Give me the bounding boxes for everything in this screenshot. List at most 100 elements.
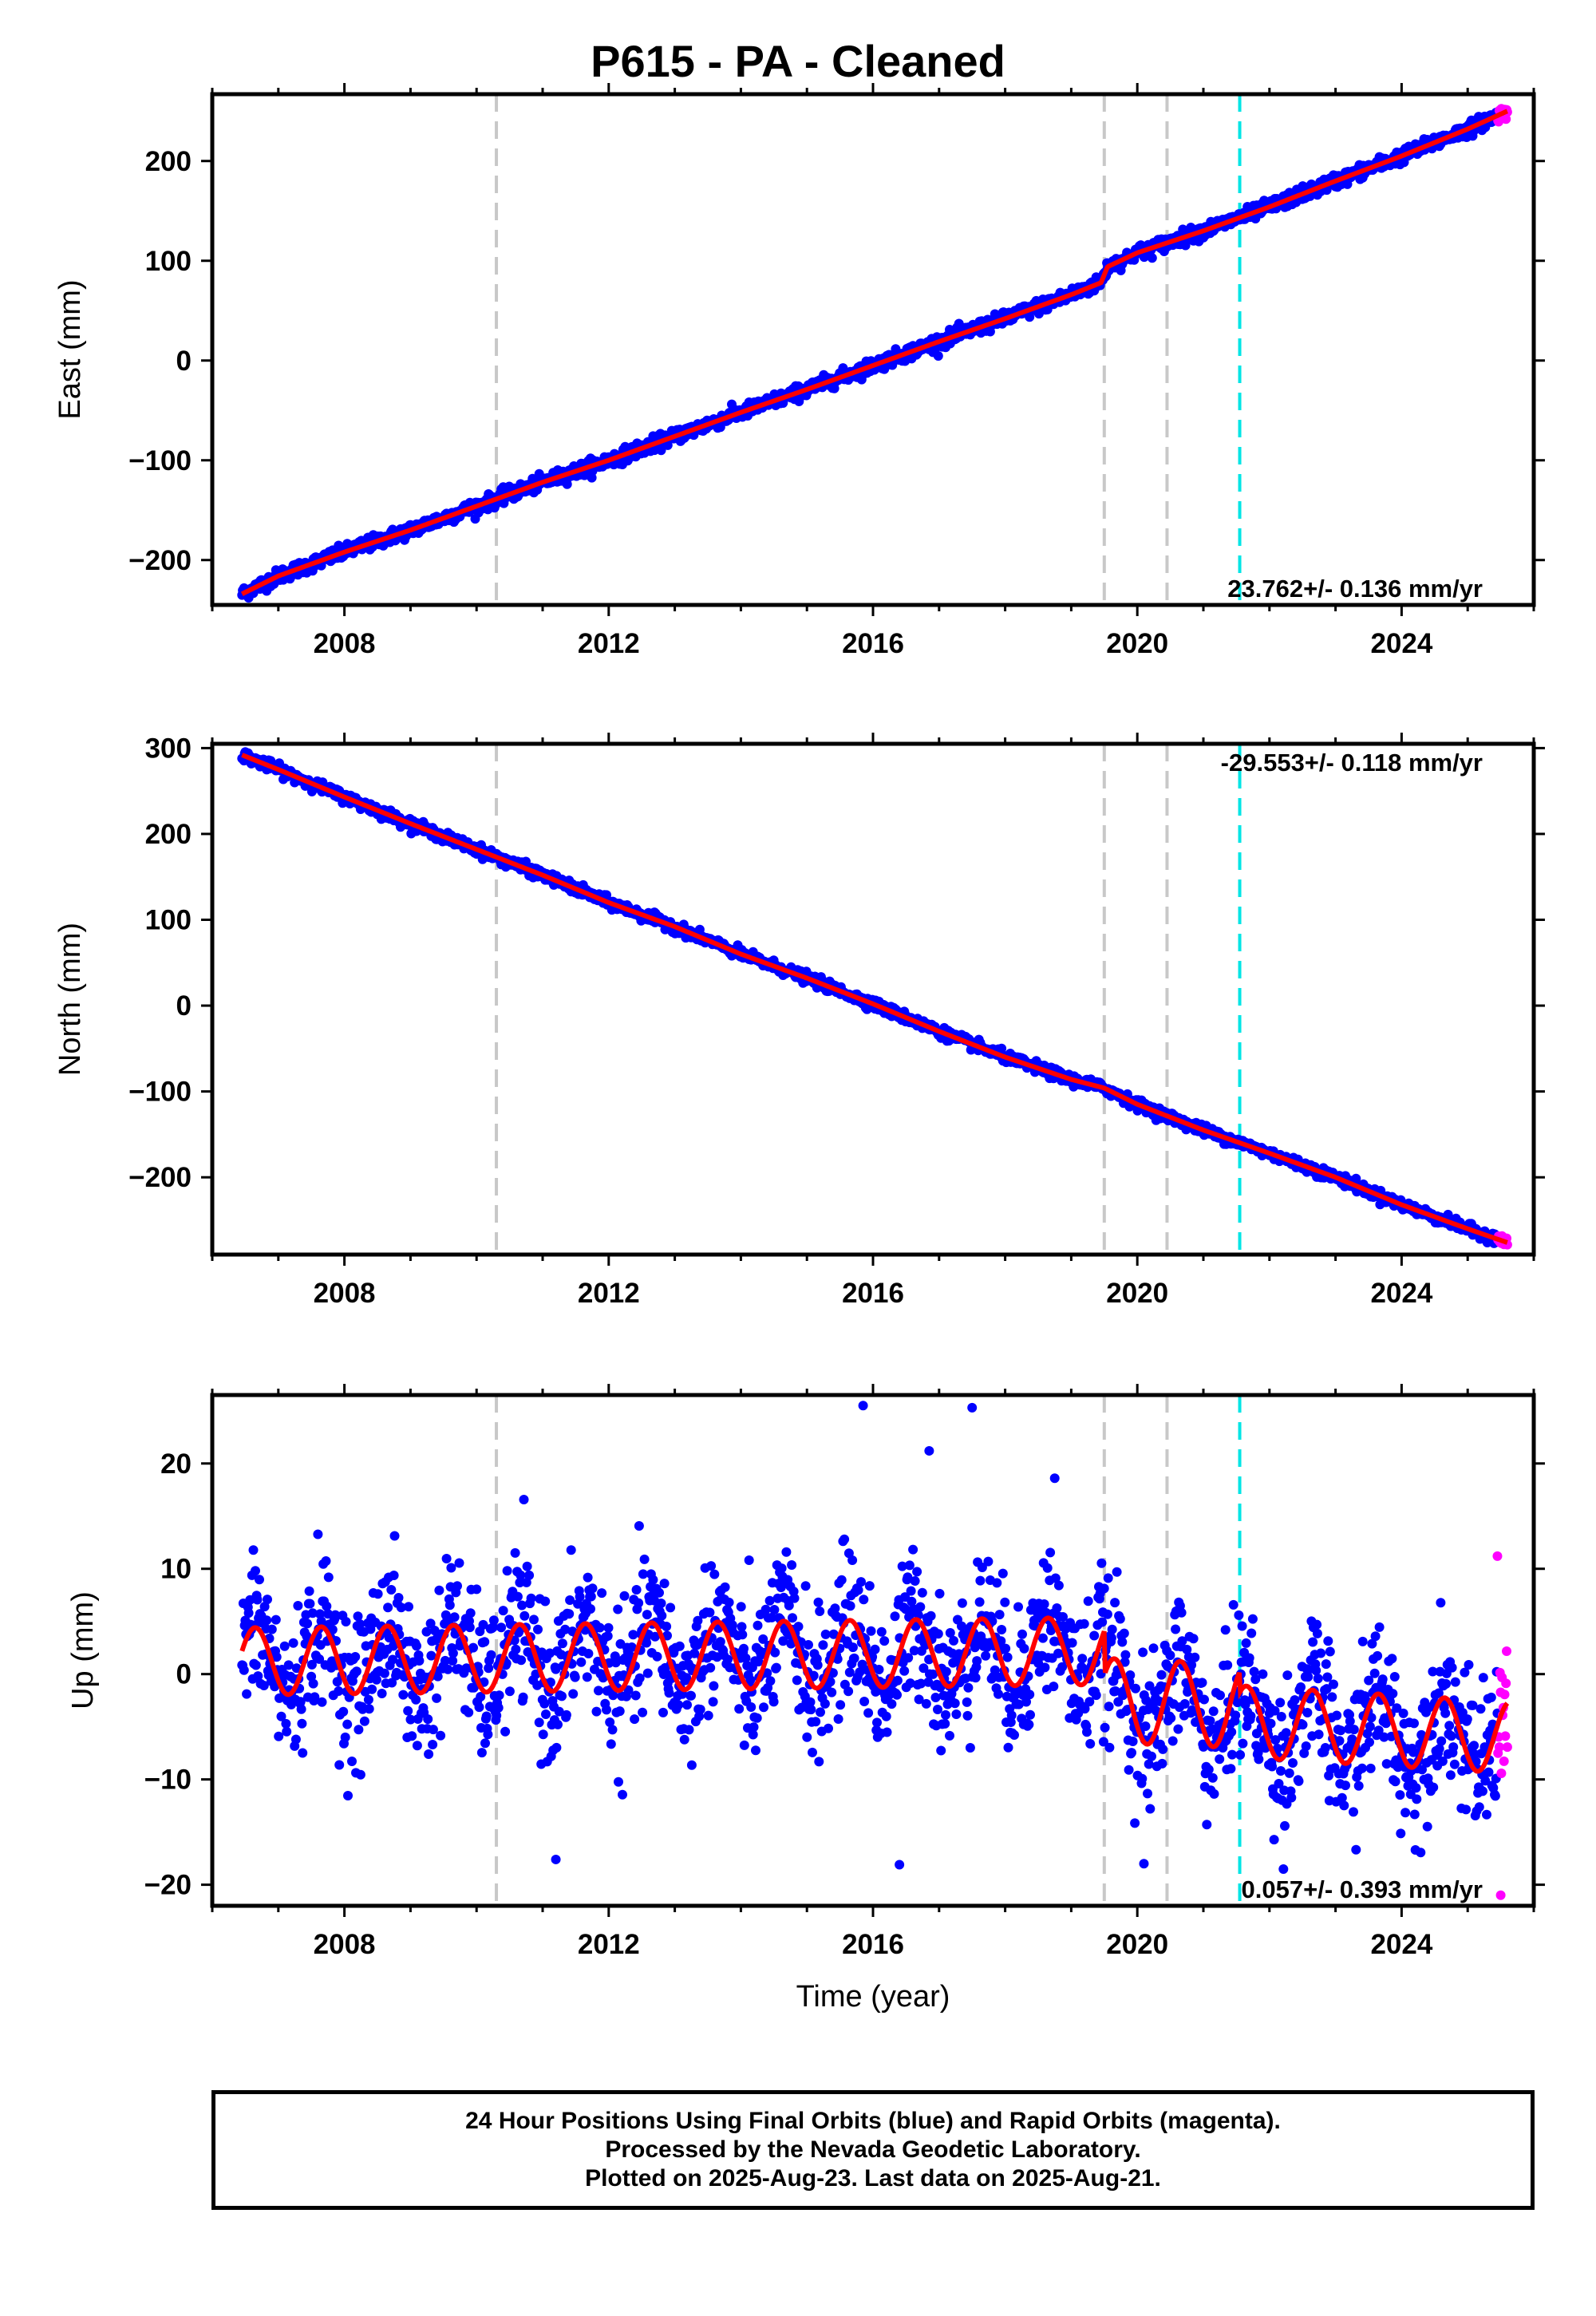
up-point	[723, 1654, 733, 1665]
up-point	[859, 1697, 870, 1706]
up-point	[533, 1624, 543, 1634]
up-point	[811, 1717, 821, 1727]
up-point	[255, 1575, 264, 1585]
up-point	[377, 1689, 387, 1698]
up-point	[334, 1760, 345, 1770]
up-point	[342, 1719, 353, 1729]
up-point	[739, 1643, 749, 1654]
up-point	[524, 1570, 535, 1580]
up-point	[818, 1640, 828, 1650]
up-point	[708, 1697, 718, 1707]
up-point	[847, 1642, 858, 1653]
up-point	[824, 1723, 833, 1733]
up-point	[496, 1622, 507, 1633]
up-point	[341, 1617, 351, 1626]
up-point	[452, 1581, 462, 1591]
up-point	[323, 1572, 334, 1583]
up-point	[251, 1566, 260, 1576]
up-point	[606, 1739, 616, 1749]
up-point	[582, 1672, 592, 1682]
up-point	[736, 1602, 746, 1612]
up-point	[768, 1697, 779, 1707]
up-point	[436, 1730, 446, 1741]
up-point	[827, 1687, 837, 1697]
up-point	[583, 1649, 594, 1658]
up-point	[845, 1601, 855, 1611]
up-point	[789, 1593, 800, 1603]
up-point	[551, 1742, 562, 1753]
up-point	[540, 1596, 551, 1607]
up-point	[504, 1686, 515, 1697]
up-point	[262, 1615, 272, 1626]
up-point	[446, 1563, 456, 1573]
up-point	[518, 1692, 528, 1702]
up-point	[759, 1702, 768, 1713]
up-point	[393, 1593, 404, 1603]
up-point	[305, 1599, 315, 1609]
up-point	[444, 1600, 455, 1611]
up-point	[343, 1791, 353, 1800]
up-point	[351, 1666, 361, 1677]
up-point	[465, 1608, 476, 1618]
up-point	[389, 1571, 399, 1580]
up-point	[414, 1656, 425, 1666]
up-point	[500, 1726, 511, 1737]
up-point	[561, 1709, 571, 1720]
up-point	[404, 1602, 413, 1612]
up-point	[591, 1706, 602, 1717]
up-point	[242, 1689, 252, 1699]
up-point	[674, 1641, 685, 1651]
up-point	[882, 1727, 892, 1737]
up-point	[874, 1665, 884, 1674]
up-point	[812, 1660, 823, 1670]
up-point	[686, 1690, 696, 1701]
up-point	[634, 1521, 644, 1531]
up-point	[634, 1598, 644, 1608]
up-point	[912, 1567, 922, 1577]
up-point	[568, 1689, 579, 1699]
up-point	[441, 1554, 452, 1563]
up-point	[890, 1611, 900, 1622]
up-point	[695, 1705, 705, 1714]
up-point	[771, 1662, 781, 1673]
up-point	[586, 1604, 595, 1614]
up-point	[313, 1529, 323, 1539]
up-point	[389, 1531, 400, 1541]
up-point	[833, 1714, 843, 1724]
up-point	[836, 1700, 846, 1710]
up-point	[566, 1545, 576, 1555]
up-point	[820, 1698, 830, 1709]
up-point	[363, 1694, 373, 1705]
up-point	[516, 1655, 527, 1666]
up-point	[464, 1622, 475, 1633]
up-point	[607, 1725, 618, 1735]
up-point	[398, 1690, 409, 1700]
up-point	[686, 1760, 697, 1770]
up-point	[476, 1748, 487, 1758]
up-point	[864, 1581, 875, 1591]
up-point	[454, 1558, 464, 1568]
up-data-points	[237, 1401, 1512, 1900]
up-point	[512, 1591, 523, 1602]
up-point	[853, 1585, 863, 1595]
up-point	[910, 1576, 920, 1586]
up-point	[488, 1615, 499, 1626]
up-point	[703, 1710, 713, 1721]
up-point	[787, 1560, 797, 1570]
up-point	[321, 1556, 331, 1566]
up-point	[744, 1555, 754, 1565]
up-point	[639, 1554, 650, 1564]
up-point	[921, 1698, 931, 1709]
up-point	[434, 1585, 444, 1595]
up-point	[613, 1604, 623, 1614]
up-point	[423, 1714, 433, 1725]
up-point	[602, 1705, 611, 1715]
up-point	[443, 1664, 453, 1674]
up-point	[472, 1584, 482, 1595]
up-point	[279, 1641, 290, 1651]
up-point	[448, 1648, 458, 1658]
up-point	[248, 1545, 259, 1555]
up-point	[359, 1716, 369, 1726]
up-point	[664, 1688, 674, 1698]
